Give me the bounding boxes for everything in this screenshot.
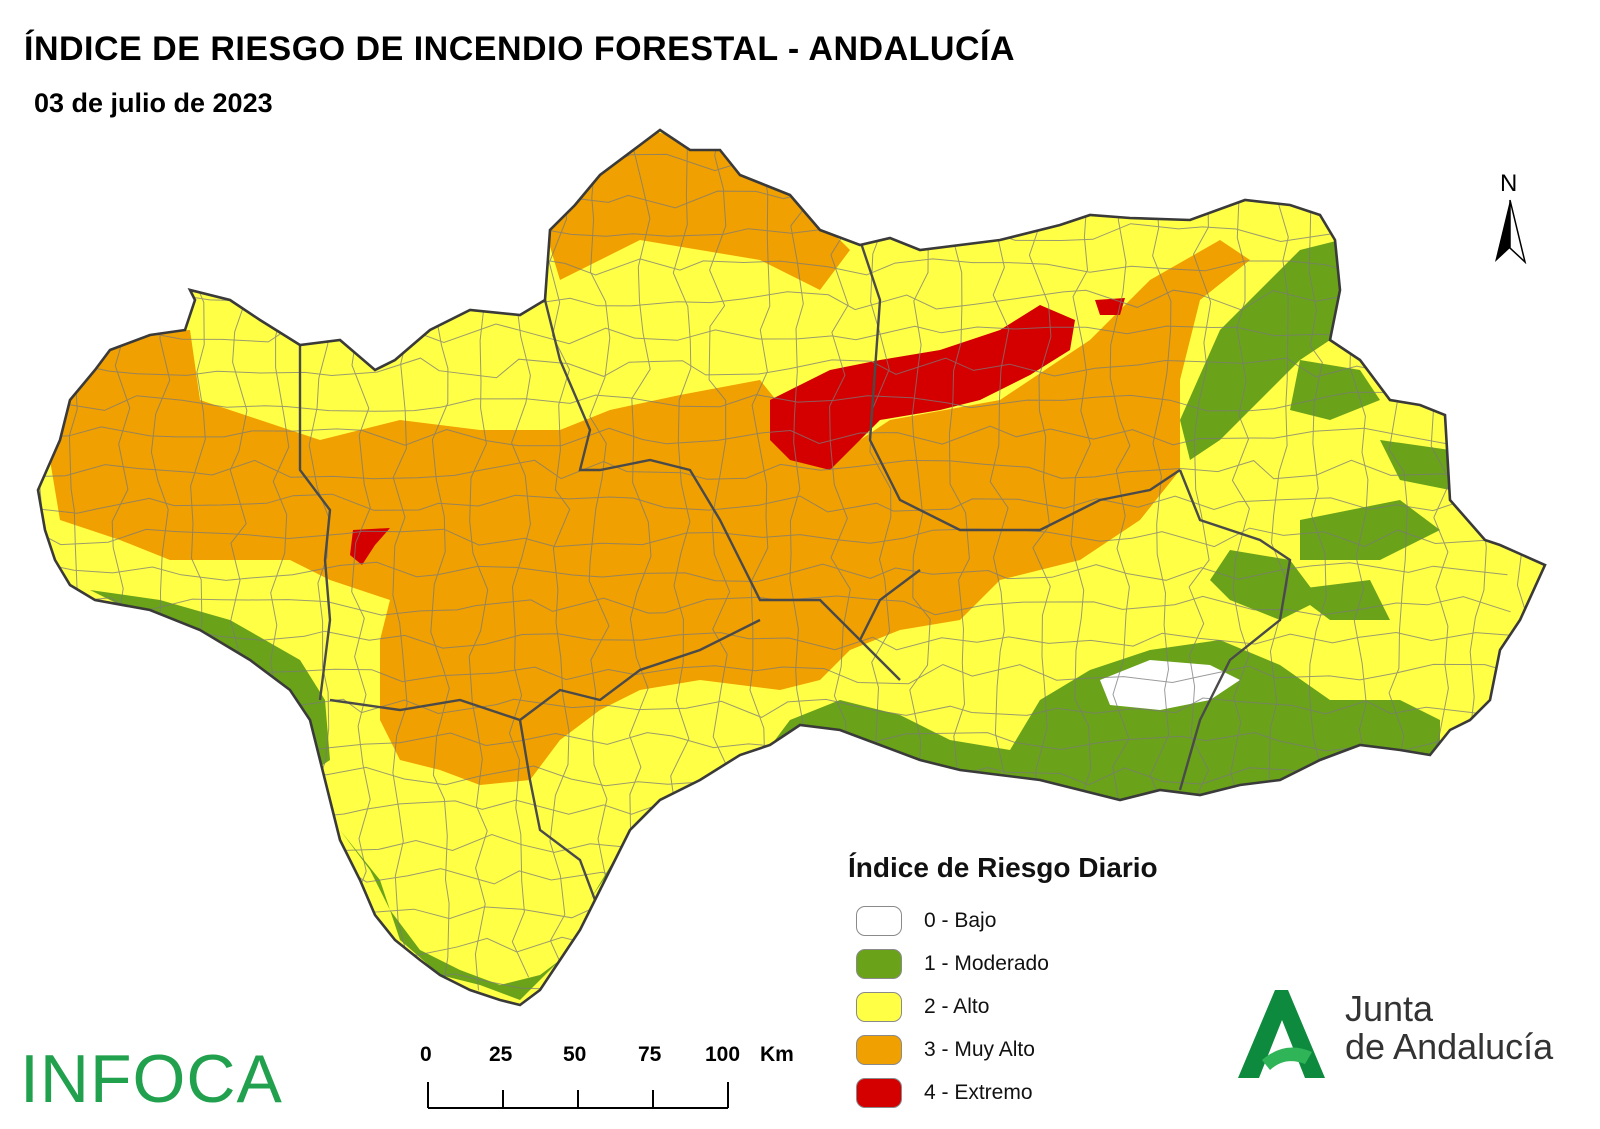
legend-swatch (856, 1035, 902, 1065)
zone-moderado-cadiz (340, 830, 560, 1000)
scale-unit: Km (760, 1043, 794, 1066)
zone-moderado-south (590, 640, 1440, 900)
legend-swatch (856, 992, 902, 1022)
province-boundaries (298, 239, 1292, 901)
legend-item: 1 - Moderado (856, 947, 1049, 981)
north-label: N (1500, 170, 1518, 197)
junta-logo-icon (1238, 990, 1325, 1078)
zone-extremo-ne (1095, 298, 1125, 315)
zone-extremo-west (350, 528, 390, 565)
legend-swatch (856, 906, 902, 936)
zone-bajo (1100, 660, 1240, 710)
zone-muy-alto-main (38, 240, 1250, 785)
legend-item: 4 - Extremo (856, 1076, 1033, 1110)
zone-moderado-sw (90, 590, 330, 770)
legend-label: 3 - Muy Alto (924, 1038, 1035, 1061)
zone-muy-alto-north (545, 130, 850, 290)
zone-moderado-east (1180, 240, 1345, 460)
scale-bar (427, 1082, 729, 1109)
junta-logo-text: Junta de Andalucía (1345, 990, 1553, 1066)
scale-tick-75: 75 (638, 1043, 662, 1066)
legend-item: 3 - Muy Alto (856, 1033, 1035, 1067)
legend-label: 2 - Alto (924, 995, 990, 1018)
legend-label: 1 - Moderado (924, 952, 1049, 975)
scale-tick-25: 25 (489, 1043, 513, 1066)
junta-line2: de Andalucía (1345, 1026, 1554, 1067)
scale-tick-100: 100 (705, 1043, 741, 1066)
map-title: ÍNDICE DE RIESGO DE INCENDIO FORESTAL - … (24, 30, 1016, 68)
scale-tick-50: 50 (563, 1043, 587, 1066)
legend-label: 0 - Bajo (924, 909, 997, 932)
legend-swatch (856, 949, 902, 979)
infoca-logo: INFOCA (20, 1041, 283, 1117)
legend-swatch (856, 1078, 902, 1108)
north-arrow-icon (1495, 199, 1527, 265)
legend-item: 0 - Bajo (856, 904, 996, 938)
map-date: 03 de julio de 2023 (34, 88, 273, 118)
junta-line1: Junta (1345, 988, 1434, 1029)
legend-item: 2 - Alto (856, 990, 989, 1024)
scale-tick-0: 0 (420, 1043, 432, 1066)
zone-extremo-jaen (770, 305, 1075, 470)
legend-label: 4 - Extremo (924, 1081, 1033, 1104)
legend-title: Índice de Riesgo Diario (848, 852, 1158, 883)
